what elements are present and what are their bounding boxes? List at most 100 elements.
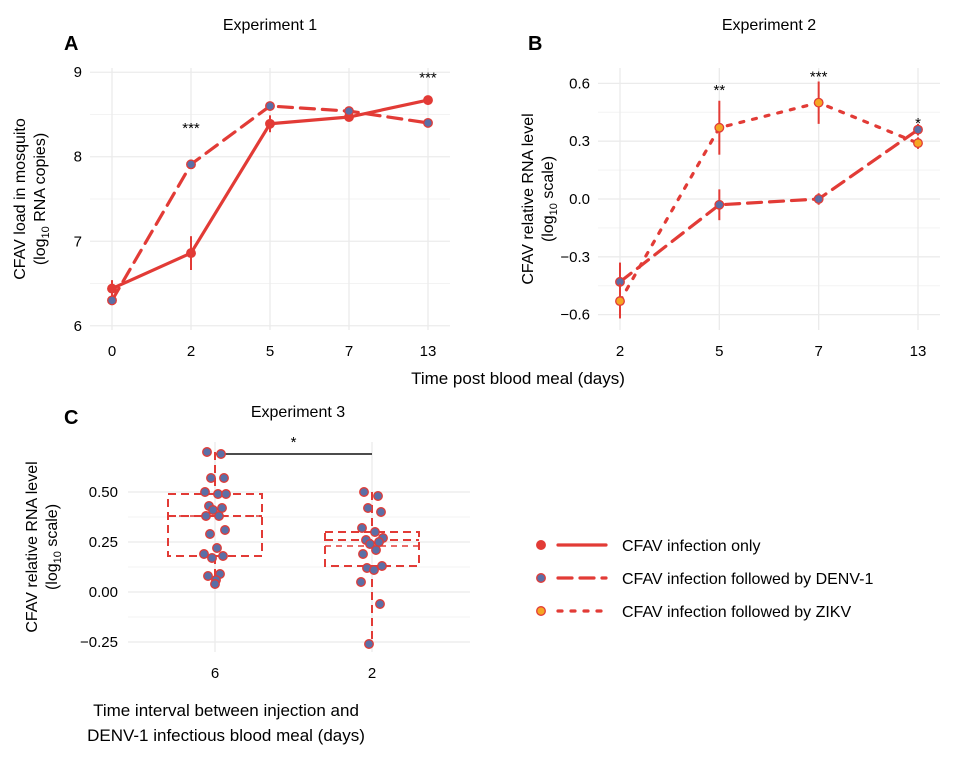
- panel-c-data-point: [373, 491, 383, 501]
- panel-b-series-line-dotted: [618, 101, 920, 303]
- panel-a-y-tick-label: 8: [74, 149, 82, 166]
- panel-a-significance-label: ***: [182, 120, 200, 137]
- panel-a-data-point: [423, 95, 433, 106]
- panel-c-significance-label: *: [291, 434, 297, 451]
- panel-c-data-point: [221, 489, 231, 499]
- panel-c-data-point: [217, 503, 227, 513]
- panel-c-data-point: [371, 545, 381, 555]
- legend-label: CFAV infection only: [622, 538, 760, 555]
- panel-b-x-tick-label: 5: [715, 343, 723, 360]
- legend-point: [536, 573, 546, 583]
- panel-c-y-tick-label: 0.00: [89, 584, 118, 601]
- panel-c-x-axis-label-line2: DENV-1 infectious blood meal (days): [87, 726, 365, 745]
- panel-b-y-tick-label: 0.3: [569, 133, 590, 150]
- panel-a-data-point: [186, 159, 196, 170]
- panel-b-data-point: [615, 296, 625, 307]
- panel-a-y-tick-label: 9: [74, 64, 82, 81]
- panel-c-data-point: [376, 507, 386, 517]
- panel-a-x-tick-label: 5: [266, 343, 274, 360]
- panel-c-data-point: [375, 599, 385, 609]
- panel-c-data-point: [212, 543, 222, 553]
- panel-a-data-point: [107, 283, 117, 294]
- panel-b-significance-label: *: [915, 115, 921, 132]
- panel-b-y-tick-label: 0.6: [569, 75, 590, 92]
- panel-a-data-point: [265, 101, 275, 111]
- panel-c-data-point: [214, 511, 224, 521]
- panel-c-x-tick-label: 2: [368, 665, 376, 682]
- panel-c-data-point: [202, 447, 212, 457]
- panel-c-data-point: [210, 579, 220, 589]
- panel-a-data-point: [265, 118, 275, 129]
- panel-a-title: Experiment 1: [223, 17, 317, 34]
- panel-c-data-point: [369, 565, 379, 575]
- panel-a-data-point: [344, 106, 354, 117]
- panel-a-y-tick-label: 7: [74, 233, 82, 250]
- panel-c-data-point: [200, 487, 210, 497]
- panel-c-data-point: [206, 473, 216, 483]
- panel-c-data-point: [359, 487, 369, 497]
- panel-c-title: Experiment 3: [251, 404, 345, 421]
- panel-b-data-point: [714, 199, 725, 210]
- panel-b-y-tick-label: −0.3: [560, 249, 590, 266]
- legend-label: CFAV infection followed by DENV-1: [622, 571, 873, 588]
- panel-b-data-point: [913, 124, 923, 135]
- panel-b-data-point: [714, 122, 725, 133]
- panel-b-y-tick-label: −0.6: [560, 307, 590, 324]
- panel-c-data-point: [358, 549, 368, 559]
- panel-c-y-tick-label: 0.50: [89, 484, 118, 501]
- panel-c-y-tick-label: 0.25: [89, 534, 118, 551]
- panel-c-data-point: [205, 529, 215, 539]
- panel-b-x-tick-label: 13: [910, 343, 927, 360]
- panel-b-data-point: [813, 97, 824, 108]
- panel-c-data-point: [370, 527, 380, 537]
- panel-b-y-axis-label: CFAV relative RNA level (log10 scale): [520, 113, 560, 284]
- panel-c-data-point: [364, 639, 374, 649]
- panel-c-data-point: [218, 551, 228, 561]
- legend-point: [536, 606, 546, 616]
- panel-b-data-point: [913, 138, 923, 149]
- panel-a-data-point: [186, 248, 196, 259]
- panel-b-title: Experiment 2: [722, 17, 816, 34]
- panel-a-line-chart: 6 7 8 9 0 2 5 7 13 Experiment 1 *** *** CFAV load in…: [12, 17, 450, 360]
- panel-c-y-tick-label: −0.25: [80, 634, 118, 651]
- panel-a-data-point: [107, 295, 117, 306]
- panel-letter-a: A: [64, 33, 78, 55]
- panel-a-x-tick-label: 0: [108, 343, 116, 360]
- panel-c-data-point: [207, 553, 217, 563]
- panel-c-x-tick-label: 6: [211, 665, 219, 682]
- panel-letter-c: C: [64, 407, 78, 429]
- panel-a-x-tick-label: 13: [420, 343, 437, 360]
- panel-c-data-point: [208, 505, 218, 515]
- panel-b-data-point: [813, 194, 824, 204]
- legend-point: [536, 540, 546, 550]
- panel-a-x-tick-label: 7: [345, 343, 353, 360]
- panel-a-data-point: [423, 117, 433, 128]
- panel-c-data-point: [374, 537, 384, 547]
- panel-c-data-point: [203, 571, 213, 581]
- legend: CFAV infection only CFAV infection follow…: [536, 538, 873, 621]
- panel-c-data-point: [356, 577, 366, 587]
- legend-label: CFAV infection followed by ZIKV: [622, 604, 851, 621]
- panel-c-data-point: [220, 525, 230, 535]
- panel-c-data-point: [216, 449, 226, 459]
- panel-c-x-axis-label-line1: Time interval between injection and: [93, 701, 359, 720]
- panel-c-data-point: [363, 503, 373, 513]
- panel-c-data-point: [365, 539, 375, 549]
- panel-b-x-tick-label: 7: [814, 343, 822, 360]
- panel-c-data-point: [377, 561, 387, 571]
- panel-b-significance-label: ***: [810, 69, 828, 86]
- panel-c-data-point: [213, 489, 223, 499]
- panel-a-x-tick-label: 2: [187, 343, 195, 360]
- panel-b-series-line-dashed: [618, 128, 920, 284]
- panel-b-y-tick-label: 0.0: [569, 191, 590, 208]
- panel-c-data-point: [199, 549, 209, 559]
- panel-c-data-point: [357, 523, 367, 533]
- shared-x-axis-label: Time post blood meal (days): [411, 369, 625, 388]
- panel-c-data-point: [219, 473, 229, 483]
- panel-c-y-axis-label: CFAV relative RNA level (log10 scale): [24, 461, 64, 632]
- panel-b-x-tick-label: 2: [616, 343, 624, 360]
- panel-c-data-point: [201, 511, 211, 521]
- panel-c-boxplot: −0.25 0.00 0.25 0.50 6 2 Experiment 3 * CFAV rel…: [24, 404, 470, 745]
